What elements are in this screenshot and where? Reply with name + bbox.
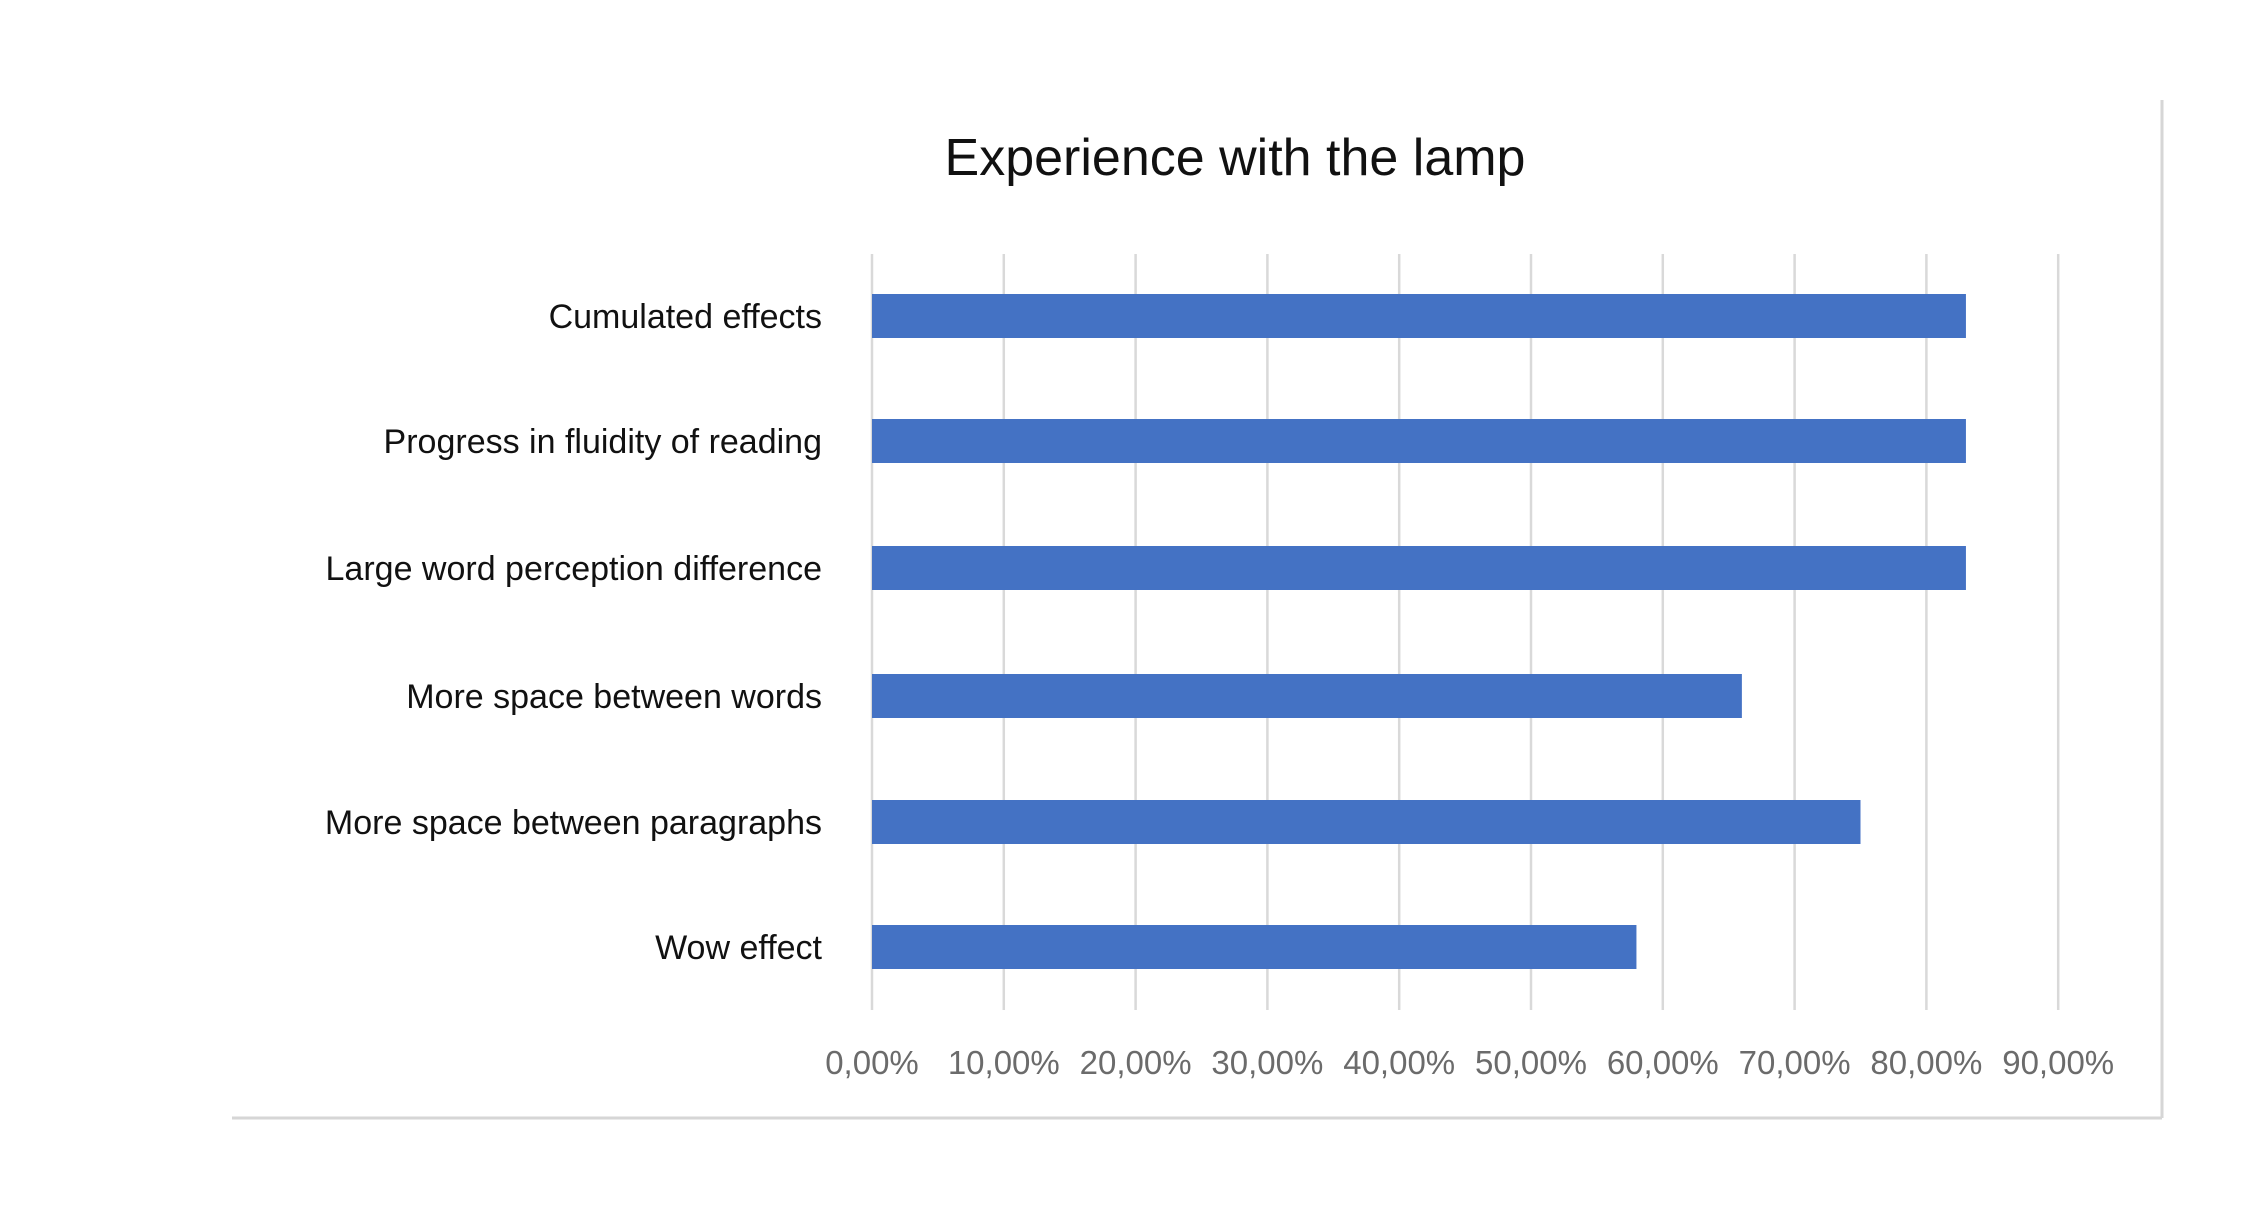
chart-title: Experience with the lamp xyxy=(945,129,1526,187)
category-label: Cumulated effects xyxy=(549,298,822,336)
bar xyxy=(872,419,1966,463)
gridlines xyxy=(870,254,2060,1010)
bars xyxy=(872,294,1966,969)
x-tick-label: 40,00% xyxy=(1343,1044,1455,1081)
x-tick-label: 20,00% xyxy=(1080,1044,1192,1081)
x-tick-label: 30,00% xyxy=(1211,1044,1323,1081)
x-tick-label: 60,00% xyxy=(1607,1044,1719,1081)
bar xyxy=(872,925,1637,969)
x-axis-tick-labels: 0,00% 10,00% 20,00% 30,00% 40,00% 50,00% 60,00… xyxy=(825,1044,2114,1081)
x-tick-label: 90,00% xyxy=(2002,1044,2114,1081)
x-tick-label: 50,00% xyxy=(1475,1044,1587,1081)
chart-frame xyxy=(232,100,2164,1120)
category-label: Large word perception difference xyxy=(326,550,822,588)
bar xyxy=(872,674,1742,718)
x-tick-label: 0,00% xyxy=(825,1044,919,1081)
category-labels: Cumulated effects Progress in fluidity of… xyxy=(325,298,823,967)
bar xyxy=(872,800,1861,844)
category-label: More space between paragraphs xyxy=(325,804,822,842)
bar xyxy=(872,546,1966,590)
x-tick-label: 10,00% xyxy=(948,1044,1060,1081)
category-label: Progress in fluidity of reading xyxy=(384,423,822,461)
bar xyxy=(872,294,1966,338)
x-tick-label: 70,00% xyxy=(1739,1044,1851,1081)
category-label: More space between words xyxy=(406,678,822,716)
x-tick-label: 80,00% xyxy=(1870,1044,1982,1081)
category-label: Wow effect xyxy=(655,929,822,967)
